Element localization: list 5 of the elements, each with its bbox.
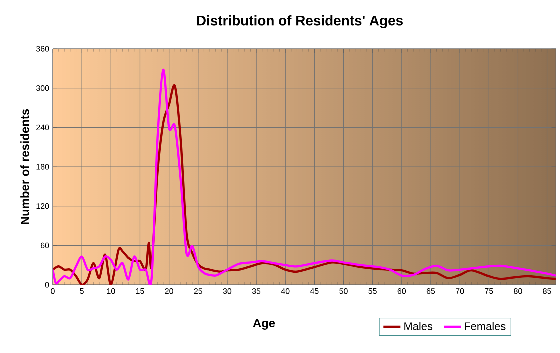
chart-title: Distribution of Residents' Ages xyxy=(197,15,403,29)
y-axis-title: Number of residents xyxy=(20,109,30,224)
x-axis-title: Age xyxy=(253,319,276,330)
legend-label: Males xyxy=(404,322,433,330)
legend-label: Females xyxy=(465,322,506,330)
